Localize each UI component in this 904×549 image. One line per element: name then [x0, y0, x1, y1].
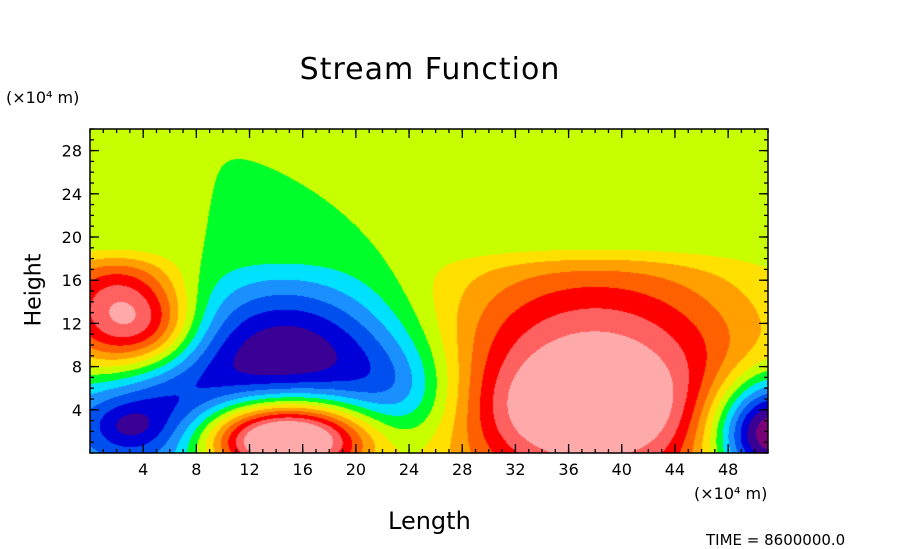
- x-tick-label: 44: [665, 460, 685, 479]
- x-tick-label: 4: [138, 460, 148, 479]
- stream-function-contour-fill: [90, 129, 768, 453]
- x-tick-label: 48: [718, 460, 738, 479]
- x-tick-label: 40: [612, 460, 632, 479]
- x-axis-label: Length: [388, 507, 471, 535]
- x-axis-unit: (×10⁴ m): [694, 484, 768, 503]
- x-tick-label: 32: [505, 460, 525, 479]
- y-tick-label: 4: [72, 401, 82, 420]
- x-tick-label: 20: [346, 460, 366, 479]
- y-tick-label: 20: [62, 228, 82, 247]
- y-tick-label: 8: [72, 358, 82, 377]
- x-tick-label: 8: [191, 460, 201, 479]
- x-tick-label: 28: [452, 460, 472, 479]
- x-tick-label: 16: [293, 460, 313, 479]
- y-tick-label: 28: [62, 142, 82, 161]
- plot-frame: [89, 128, 769, 454]
- y-tick-label: 16: [62, 271, 82, 290]
- y-tick-label: 24: [62, 185, 82, 204]
- y-tick-label: 12: [62, 314, 82, 333]
- chart-title: Stream Function: [299, 52, 561, 87]
- x-tick-label: 12: [239, 460, 259, 479]
- y-axis-unit: (×10⁴ m): [6, 88, 80, 107]
- x-tick-label: 24: [399, 460, 419, 479]
- x-tick-label: 36: [558, 460, 578, 479]
